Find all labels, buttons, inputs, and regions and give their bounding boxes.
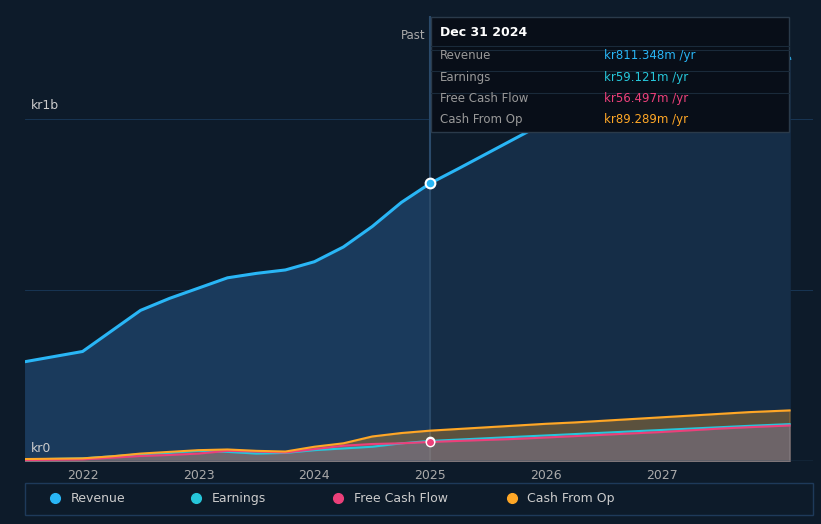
- FancyBboxPatch shape: [430, 17, 789, 133]
- Text: Earnings: Earnings: [212, 492, 267, 505]
- Text: kr0: kr0: [30, 442, 51, 455]
- Text: Dec 31 2024: Dec 31 2024: [440, 26, 527, 39]
- Text: kr1b: kr1b: [30, 99, 58, 112]
- Text: Free Cash Flow: Free Cash Flow: [440, 92, 529, 105]
- Text: Free Cash Flow: Free Cash Flow: [354, 492, 448, 505]
- Text: Revenue: Revenue: [440, 49, 491, 62]
- Text: Analysts Forecasts: Analysts Forecasts: [435, 29, 545, 42]
- Text: kr56.497m /yr: kr56.497m /yr: [604, 92, 688, 105]
- FancyBboxPatch shape: [25, 483, 813, 515]
- Text: kr89.289m /yr: kr89.289m /yr: [604, 113, 688, 126]
- Text: kr59.121m /yr: kr59.121m /yr: [604, 71, 688, 83]
- Text: Earnings: Earnings: [440, 71, 491, 83]
- Text: Cash From Op: Cash From Op: [527, 492, 615, 505]
- Text: kr811.348m /yr: kr811.348m /yr: [604, 49, 695, 62]
- Text: Past: Past: [401, 29, 425, 42]
- Text: Revenue: Revenue: [71, 492, 125, 505]
- Text: Cash From Op: Cash From Op: [440, 113, 522, 126]
